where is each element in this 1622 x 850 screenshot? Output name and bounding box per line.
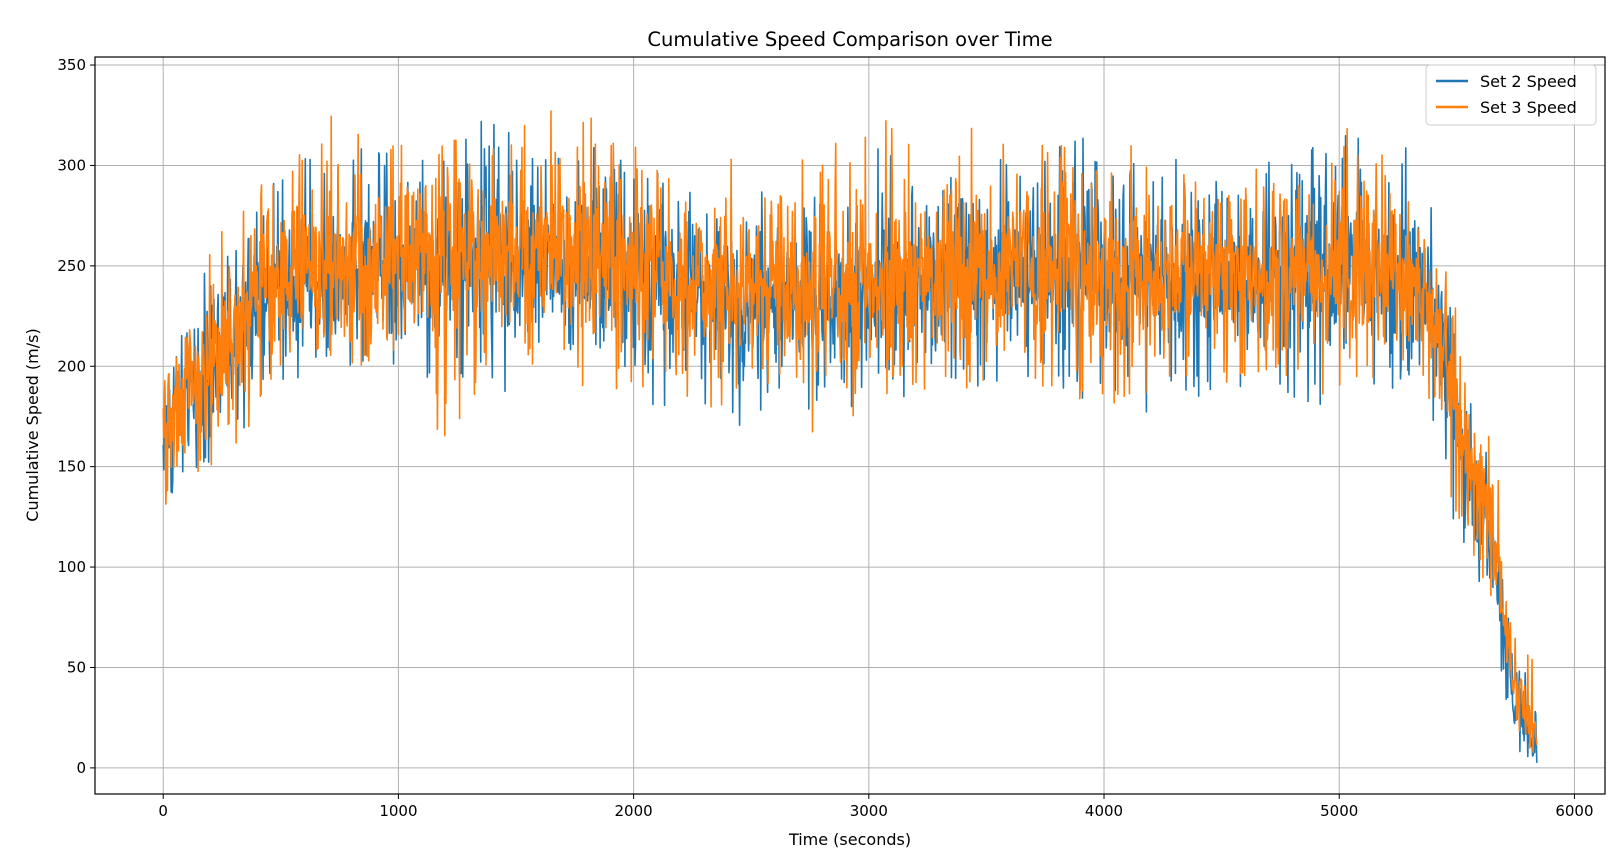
x-tick-label: 6000 xyxy=(1555,802,1593,820)
series-line-set3 xyxy=(162,110,1538,753)
y-axis-ticks: 0 50 100 150 200 250 300 350 xyxy=(57,56,95,777)
x-tick-label: 4000 xyxy=(1085,802,1123,820)
x-tick-label: 3000 xyxy=(850,802,888,820)
legend-label-set2: Set 2 Speed xyxy=(1480,72,1577,91)
y-tick-label: 300 xyxy=(57,156,86,174)
y-tick-label: 150 xyxy=(57,458,86,476)
y-axis-label: Cumulative Speed (m/s) xyxy=(23,328,42,521)
x-tick-label: 1000 xyxy=(379,802,417,820)
x-axis-label: Time (seconds) xyxy=(788,830,911,849)
series-lines xyxy=(162,110,1538,763)
x-tick-label: 2000 xyxy=(615,802,653,820)
y-tick-label: 250 xyxy=(57,257,86,275)
legend-box xyxy=(1425,64,1597,126)
x-axis-ticks: 0 1000 2000 3000 4000 5000 6000 xyxy=(158,794,1594,820)
y-tick-label: 200 xyxy=(57,357,86,375)
x-tick-label: 0 xyxy=(158,802,168,820)
series-line-set2 xyxy=(162,120,1538,763)
y-tick-label: 0 xyxy=(76,759,86,777)
legend-label-set3: Set 3 Speed xyxy=(1480,98,1577,117)
y-tick-label: 350 xyxy=(57,56,86,74)
chart-title: Cumulative Speed Comparison over Time xyxy=(647,28,1052,51)
legend: Set 2 Speed Set 3 Speed xyxy=(1425,64,1597,126)
x-tick-label: 5000 xyxy=(1320,802,1358,820)
plot-frame xyxy=(94,56,1606,795)
y-tick-label: 50 xyxy=(67,658,86,676)
y-tick-label: 100 xyxy=(57,558,86,576)
